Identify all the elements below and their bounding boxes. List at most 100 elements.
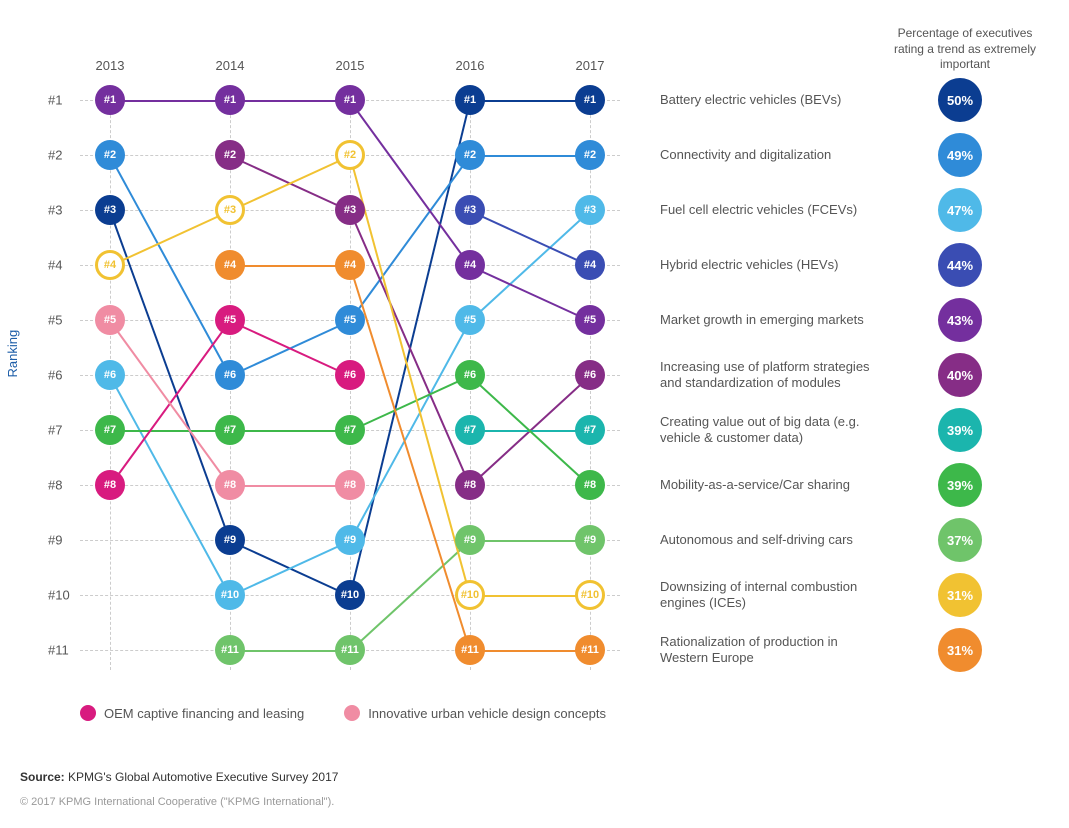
rank-label: #10 [48,588,70,603]
node-maas-2016: #6 [455,360,485,390]
series-line-hev [470,210,591,267]
node-platform-2016: #8 [455,470,485,500]
node-fcev-2013: #6 [95,360,125,390]
node-rationalize-2016: #11 [455,635,485,665]
trend-label-fcev: Fuel cell electric vehicles (FCEVs) [660,202,857,218]
year-label: 2017 [576,58,605,73]
series-line-maas [230,430,350,432]
node-maas-2013: #7 [95,415,125,445]
node-urban_design-2015: #8 [335,470,365,500]
series-line-fcev [469,210,590,321]
trend-label-connectivity: Connectivity and digitalization [660,147,831,163]
trend-label-rationalize: Rationalization of production in Western… [660,634,880,667]
node-connectivity-2017: #2 [575,140,605,170]
series-line-market_growth [230,100,350,102]
trend-label-bev: Battery electric vehicles (BEVs) [660,92,841,108]
node-bev-2013: #3 [95,195,125,225]
node-fcev-2016: #5 [455,305,485,335]
node-downsize-2017: #10 [575,580,605,610]
series-line-rationalize [230,265,350,267]
rank-label: #8 [48,478,62,493]
pct-badge-platform: 40% [938,353,982,397]
node-connectivity-2016: #2 [455,140,485,170]
rank-label: #3 [48,203,62,218]
series-line-rationalize [470,650,590,652]
trend-label-autonomous: Autonomous and self-driving cars [660,532,853,548]
series-line-bev [470,100,590,102]
year-label: 2013 [96,58,125,73]
year-label: 2015 [336,58,365,73]
node-bigdata-2016: #7 [455,415,485,445]
node-autonomous-2015: #11 [335,635,365,665]
legend: OEM captive financing and leasingInnovat… [80,705,646,724]
node-oem_captive-2013: #8 [95,470,125,500]
trend-label-platform: Increasing use of platform strategies an… [660,359,880,392]
node-autonomous-2014: #11 [215,635,245,665]
node-bev-2016: #1 [455,85,485,115]
node-platform-2015: #3 [335,195,365,225]
source-label: Source: [20,770,65,784]
series-line-maas [350,375,471,432]
pct-badge-autonomous: 37% [938,518,982,562]
series-line-downsize [470,595,590,597]
node-market_growth-2015: #1 [335,85,365,115]
pct-badge-fcev: 47% [938,188,982,232]
node-fcev-2017: #3 [575,195,605,225]
node-downsize-2013: #4 [95,250,125,280]
source-text: KPMG's Global Automotive Executive Surve… [68,770,338,784]
node-hev-2016: #3 [455,195,485,225]
legend-label: Innovative urban vehicle design concepts [368,706,606,721]
node-rationalize-2015: #4 [335,250,365,280]
pct-badge-maas: 39% [938,463,982,507]
series-line-connectivity [349,155,471,321]
node-urban_design-2014: #8 [215,470,245,500]
node-downsize-2014: #3 [215,195,245,225]
node-downsize-2016: #10 [455,580,485,610]
series-line-fcev [349,321,471,542]
year-label: 2014 [216,58,245,73]
pct-badge-rationalize: 31% [938,628,982,672]
node-maas-2015: #7 [335,415,365,445]
series-line-downsize [110,210,231,267]
node-market_growth-2016: #4 [455,250,485,280]
series-line-autonomous [470,540,590,542]
node-platform-2017: #6 [575,360,605,390]
pct-badge-hev: 44% [938,243,982,287]
trend-label-bigdata: Creating value out of big data (e.g. veh… [660,414,880,447]
series-line-connectivity [470,155,590,157]
pct-badge-downsize: 31% [938,573,982,617]
series-line-market_growth [110,100,230,102]
rank-label: #1 [48,93,62,108]
node-bigdata-2017: #7 [575,415,605,445]
rank-label: #9 [48,533,62,548]
plot-area: 20132014201520162017#1#2#3#4#5#6#7#8#9#1… [80,30,620,670]
trend-label-hev: Hybrid electric vehicles (HEVs) [660,257,838,273]
node-fcev-2014: #10 [215,580,245,610]
source-line: Source: KPMG's Global Automotive Executi… [20,770,1049,784]
node-market_growth-2014: #1 [215,85,245,115]
rank-label: #5 [48,313,62,328]
node-market_growth-2017: #5 [575,305,605,335]
legend-dot-icon [80,705,96,721]
node-fcev-2015: #9 [335,525,365,555]
node-urban_design-2013: #5 [95,305,125,335]
node-bev-2017: #1 [575,85,605,115]
node-connectivity-2015: #5 [335,305,365,335]
node-oem_captive-2015: #6 [335,360,365,390]
bump-chart: Ranking 20132014201520162017#1#2#3#4#5#6… [20,20,1049,740]
node-autonomous-2017: #9 [575,525,605,555]
series-line-market_growth [470,265,591,322]
trend-label-maas: Mobility-as-a-service/Car sharing [660,477,850,493]
pct-badge-market_growth: 43% [938,298,982,342]
trend-label-downsize: Downsizing of internal combustion engine… [660,579,880,612]
node-downsize-2015: #2 [335,140,365,170]
node-maas-2017: #8 [575,470,605,500]
series-line-autonomous [230,650,350,652]
pct-header: Percentage of executives rating a trend … [890,26,1040,73]
node-oem_captive-2014: #5 [215,305,245,335]
series-line-maas [110,430,230,432]
node-hev-2017: #4 [575,250,605,280]
pct-badge-connectivity: 49% [938,133,982,177]
node-platform-2014: #2 [215,140,245,170]
node-bev-2014: #9 [215,525,245,555]
